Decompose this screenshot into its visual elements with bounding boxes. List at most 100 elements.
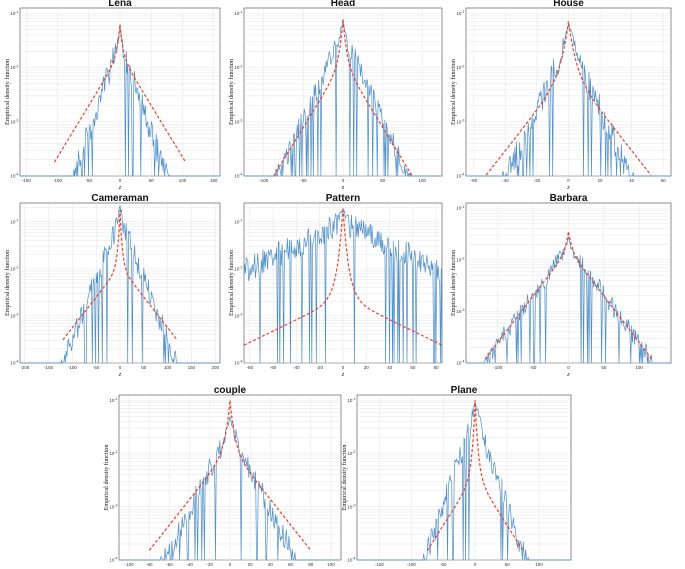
x-tick-label: 80 <box>434 365 440 370</box>
x-tick-label: 20 <box>364 365 370 370</box>
x-tick-label: -20 <box>316 365 323 370</box>
chart-panel-house: -60 -40 -20 0 20 40 60 10-1 10-2 10-3 10-4 House z Em… <box>450 0 672 191</box>
y-tick-label: 10-4 <box>347 557 355 563</box>
y-tick-label: 10-4 <box>456 360 464 366</box>
chart-title: Cameraman <box>91 193 148 204</box>
x-tick-label: 150 <box>188 365 196 370</box>
empirical-density-line <box>20 205 220 364</box>
y-tick-label: 10-4 <box>10 173 18 179</box>
x-tick-label: 0 <box>119 365 122 370</box>
chart-title: Barbara <box>550 193 588 204</box>
chart-panel-plane: -150-100-5005010010-110-210-310-4PlanezE… <box>341 385 572 569</box>
y-tick-label: 10-2 <box>10 64 18 70</box>
x-tick-label: -50 <box>530 365 537 370</box>
fitted-density-line <box>426 400 524 552</box>
x-tick-label: -50 <box>300 178 307 183</box>
x-tick-label: 100 <box>535 562 543 567</box>
y-tick-label: 10-3 <box>347 503 355 509</box>
x-tick-label: 60 <box>288 562 294 567</box>
x-tick-label: 0 <box>229 562 232 567</box>
chart-title: Lena <box>108 0 132 9</box>
x-tick-label: 0 <box>567 178 570 183</box>
x-axis-label: z <box>341 184 345 191</box>
x-tick-label: 200 <box>211 365 219 370</box>
chart-title: House <box>553 0 584 9</box>
x-tick-label: 40 <box>387 365 393 370</box>
y-axis-label: Empirical density function <box>228 59 235 125</box>
chart-title: Pattern <box>326 193 360 204</box>
chart-title: Plane <box>451 385 478 396</box>
fitted-density-line <box>243 207 443 346</box>
x-tick-label: 60 <box>661 178 667 183</box>
y-tick-label: 10-1 <box>347 397 355 403</box>
fitted-density-line <box>485 21 652 176</box>
x-tick-label: 0 <box>567 365 570 370</box>
x-tick-label: -20 <box>534 178 541 183</box>
chart-title: Head <box>331 0 355 9</box>
x-tick-label: 100 <box>179 178 187 183</box>
y-tick-label: 10-3 <box>10 313 18 319</box>
empirical-density-line <box>357 401 571 562</box>
x-axis-label: z <box>566 184 570 191</box>
x-tick-label: 40 <box>268 562 274 567</box>
y-tick-label: 10-3 <box>456 119 464 125</box>
chart-panel-cameraman: -200 -150 -100 -50 0 50 100 150 200 10-1 10-2 10-3 1… <box>4 193 221 378</box>
x-tick-label: 100 <box>327 562 335 567</box>
x-tick-label: -40 <box>502 178 509 183</box>
y-tick-label: 10-4 <box>109 557 117 563</box>
x-tick-label: -40 <box>293 365 300 370</box>
y-axis-label: Empirical density function <box>4 59 11 125</box>
y-tick-label: 10-3 <box>456 308 464 314</box>
x-tick-label: 50 <box>141 365 147 370</box>
y-tick-label: 10-2 <box>234 266 242 272</box>
x-tick-label: -50 <box>85 178 92 183</box>
chart-panel-pattern: -80 -60 -40 -20 0 20 40 60 80 10-1 10-2 10-3 10-4 Pat… <box>228 193 443 378</box>
y-tick-label: 10-1 <box>234 10 242 16</box>
x-tick-label: -60 <box>270 365 277 370</box>
x-tick-label: 100 <box>418 178 426 183</box>
y-tick-label: 10-3 <box>234 313 242 319</box>
y-tick-label: 10-2 <box>347 450 355 456</box>
x-axis-label: z <box>118 184 122 191</box>
x-tick-label: 0 <box>342 178 345 183</box>
x-tick-label: -50 <box>440 562 447 567</box>
fitted-density-line <box>62 210 178 341</box>
x-tick-label: -100 <box>125 562 135 567</box>
y-tick-label: 10-1 <box>456 205 464 211</box>
x-axis-label: z <box>118 371 122 378</box>
x-tick-label: -80 <box>146 562 153 567</box>
x-tick-label: -150 <box>44 365 54 370</box>
chart-panel-barbara: -100 -50 0 50 100 10-1 10-2 10-3 10-4 Barbara z Emp… <box>450 193 672 378</box>
x-tick-label: 20 <box>598 178 604 183</box>
empirical-density-line <box>119 416 341 561</box>
y-tick-label: 10-1 <box>109 397 117 403</box>
fitted-density-line <box>53 24 187 163</box>
y-tick-label: 10-4 <box>234 360 242 366</box>
y-tick-label: 10-2 <box>456 256 464 262</box>
x-tick-label: -40 <box>186 562 193 567</box>
x-tick-label: 150 <box>210 178 218 183</box>
y-axis-label: Empirical density function <box>4 250 11 316</box>
y-tick-label: 10-3 <box>10 119 18 125</box>
x-tick-label: -80 <box>247 365 254 370</box>
fitted-density-line <box>484 231 653 360</box>
y-tick-label: 10-1 <box>10 219 18 225</box>
y-tick-label: 10-3 <box>109 503 117 509</box>
y-tick-label: 10-1 <box>456 10 464 16</box>
x-tick-label: -20 <box>207 562 214 567</box>
y-tick-label: 10-1 <box>10 10 18 16</box>
y-tick-label: 10-1 <box>234 219 242 225</box>
x-tick-label: 0 <box>119 178 122 183</box>
y-tick-label: 10-2 <box>234 64 242 70</box>
y-axis-label: Empirical density function <box>341 445 348 511</box>
chart-panel-head: -100 -50 0 50 100 10-1 10-2 10-3 10-4 Head z Empiri… <box>228 0 443 191</box>
x-tick-label: 100 <box>164 365 172 370</box>
empirical-density-line <box>466 236 671 364</box>
x-tick-label: 20 <box>248 562 254 567</box>
x-tick-label: -50 <box>93 365 100 370</box>
y-axis-label: Empirical density function <box>103 445 110 511</box>
x-tick-label: -150 <box>375 562 385 567</box>
x-tick-label: 60 <box>410 365 416 370</box>
x-tick-label: -100 <box>493 365 503 370</box>
